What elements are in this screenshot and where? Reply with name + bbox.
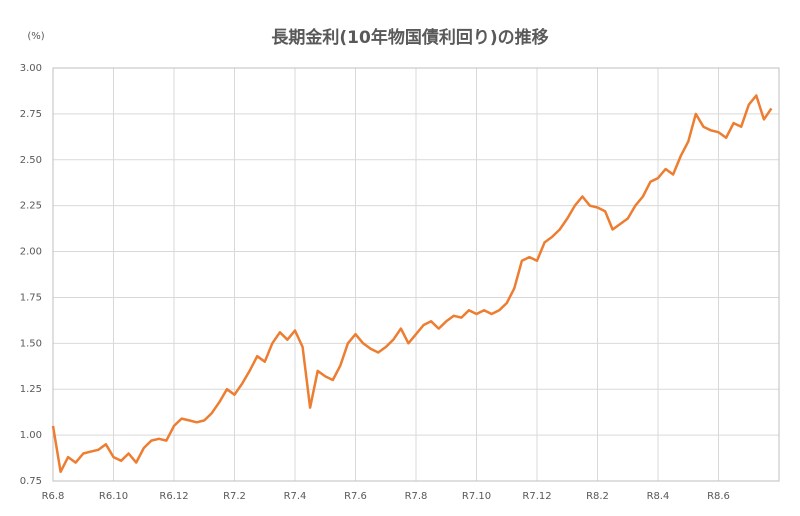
x-tick-label: R7.10 [462, 491, 491, 502]
y-unit: (%) [27, 31, 44, 42]
x-tick-label: R7.8 [405, 491, 428, 502]
y-tick-label: 1.00 [20, 430, 42, 441]
x-tick-label: R6.10 [99, 491, 128, 502]
x-tick-label: R6.12 [159, 491, 188, 502]
x-tick-label: R7.12 [522, 491, 551, 502]
data-line [51, 94, 773, 474]
plot-frame [52, 67, 780, 482]
x-tick-label: R7.2 [223, 491, 246, 502]
y-tick-label: 2.75 [20, 109, 42, 120]
y-tick-label: 1.25 [20, 384, 42, 395]
y-tick-label: 1.50 [20, 338, 42, 349]
chart-title: 長期金利(10年物国債利回り)の推移 [271, 27, 548, 48]
x-tick-label: R7.4 [284, 491, 307, 502]
x-tick-label: R8.4 [647, 491, 670, 502]
y-tick-label: 2.25 [20, 201, 42, 212]
x-tick-label: R6.8 [42, 491, 65, 502]
y-tick-label: 2.00 [20, 247, 42, 258]
y-tick-label: 3.00 [20, 63, 42, 74]
x-tick-label: R8.2 [586, 491, 609, 502]
y-tick-label: 2.50 [20, 155, 42, 166]
y-tick-label: 0.75 [20, 476, 42, 487]
x-tick-label: R8.6 [707, 491, 730, 502]
x-tick-label: R7.6 [344, 491, 367, 502]
y-tick-label: 1.75 [20, 292, 42, 303]
